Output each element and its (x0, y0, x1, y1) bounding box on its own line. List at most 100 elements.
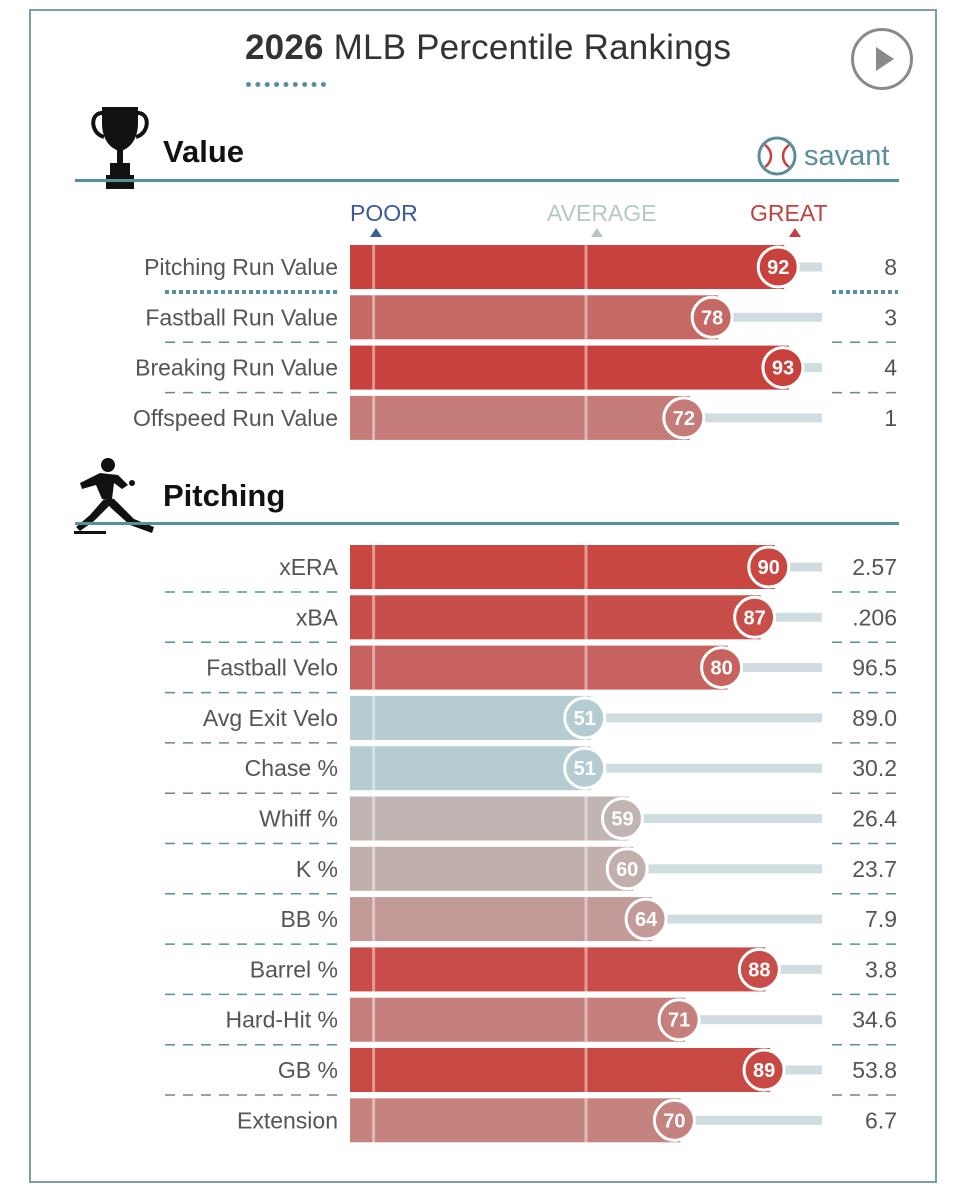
percentile-bar (350, 245, 785, 289)
scale-marker-great (789, 228, 801, 237)
percentile-value: 80 (710, 658, 732, 680)
percentile-bar (350, 897, 653, 942)
bar-track (784, 262, 822, 272)
metric-label: GB % (278, 1057, 338, 1083)
percentile-bar (350, 846, 634, 891)
metric-value: 23.7 (852, 856, 897, 882)
percentile-bar (350, 395, 690, 440)
percentile-badge (563, 746, 607, 790)
bar-track (770, 1065, 822, 1075)
percentile-badge (733, 595, 777, 639)
bar-track (590, 713, 822, 723)
metric-value: 53.8 (852, 1057, 897, 1083)
percentile-badge (747, 545, 791, 589)
metric-value: 6.7 (865, 1107, 897, 1133)
bar-track (680, 1115, 822, 1125)
percentile-bar (350, 1048, 771, 1092)
metric-label: Fastball Velo (206, 655, 338, 681)
percentile-bar (350, 345, 789, 390)
bar-track (788, 363, 822, 373)
bar-track (765, 964, 822, 974)
savant-text: savant (804, 139, 890, 172)
percentile-bar (350, 295, 719, 340)
metric-label: Breaking Run Value (135, 355, 338, 381)
percentile-value: 93 (772, 358, 794, 380)
bar-track (718, 312, 822, 322)
metric-value: 4 (884, 355, 897, 381)
section-title-value: Value (163, 134, 244, 169)
percentile-value: 70 (663, 1110, 685, 1132)
percentile-badge (700, 646, 744, 690)
percentile-badge (600, 797, 644, 840)
metric-value: 89.0 (852, 705, 897, 731)
metric-label: Extension (237, 1107, 338, 1133)
percentile-bar (350, 595, 761, 640)
title-year: 2026 (245, 28, 324, 67)
scale-label-average: AVERAGE (547, 200, 657, 226)
percentile-bar (350, 746, 591, 791)
metric-value: .206 (852, 604, 897, 630)
percentile-badge (756, 245, 800, 289)
scale-label-great: GREAT (750, 200, 828, 226)
title-underline (246, 82, 326, 87)
metric-value: 3.8 (865, 956, 897, 982)
percentile-value: 78 (701, 307, 723, 329)
percentile-value: 92 (767, 257, 789, 279)
metric-value: 7.9 (865, 906, 897, 932)
metric-label: Fastball Run Value (145, 304, 338, 330)
savant-logo: savant (756, 136, 889, 176)
percentile-badge (742, 1048, 786, 1092)
percentile-bar (350, 1098, 681, 1143)
percentile-badge (737, 947, 781, 991)
percentile-badge (652, 1098, 696, 1142)
percentile-bar (350, 545, 775, 589)
percentile-value: 87 (744, 607, 766, 629)
metric-label: Barrel % (250, 956, 338, 982)
metric-value: 96.5 (852, 655, 897, 681)
metric-label: Hard-Hit % (226, 1007, 338, 1033)
metric-label: Chase % (245, 755, 338, 781)
scale-marker-average (591, 228, 603, 237)
baseball-icon (757, 136, 797, 176)
metric-value: 34.6 (852, 1007, 897, 1033)
metric-label: K % (296, 856, 338, 882)
percentile-value: 71 (668, 1010, 690, 1032)
metric-value: 30.2 (852, 755, 897, 781)
percentile-bar (350, 645, 728, 690)
bar-track (590, 763, 822, 773)
percentile-badge (624, 897, 668, 941)
metric-label: BB % (280, 906, 338, 932)
percentile-value: 72 (673, 408, 695, 430)
bar-track (727, 663, 822, 673)
metric-value: 26.4 (852, 806, 897, 832)
percentile-value: 59 (611, 809, 633, 831)
page-title: 2026 MLB Percentile Rankings (245, 28, 731, 68)
title-text: MLB Percentile Rankings (323, 28, 732, 67)
percentile-value: 64 (635, 909, 658, 931)
section-title-pitching: Pitching (163, 478, 286, 513)
bar-track (685, 1015, 822, 1025)
scale-marker-poor (370, 228, 382, 237)
bar-track (633, 864, 822, 874)
percentile-value: 90 (758, 557, 780, 579)
metric-label: xBA (296, 604, 339, 630)
bar-track (774, 562, 822, 572)
card-frame (29, 9, 937, 1183)
percentile-value: 60 (616, 859, 638, 881)
bar-track (760, 612, 822, 622)
section-rule-value (75, 179, 899, 182)
percentile-badge (761, 346, 805, 390)
metric-value: 3 (884, 304, 897, 330)
section-rule-pitching (75, 522, 899, 525)
metric-value: 8 (884, 254, 897, 280)
percentile-badge (563, 696, 607, 740)
percentile-badge (690, 295, 734, 339)
bar-track (689, 413, 822, 423)
percentile-bar (350, 997, 686, 1042)
percentile-badge (662, 396, 706, 440)
bar-track (628, 814, 822, 823)
scale-label-poor: POOR (350, 200, 418, 226)
play-button[interactable] (851, 28, 913, 90)
metric-label: Offspeed Run Value (133, 405, 338, 431)
